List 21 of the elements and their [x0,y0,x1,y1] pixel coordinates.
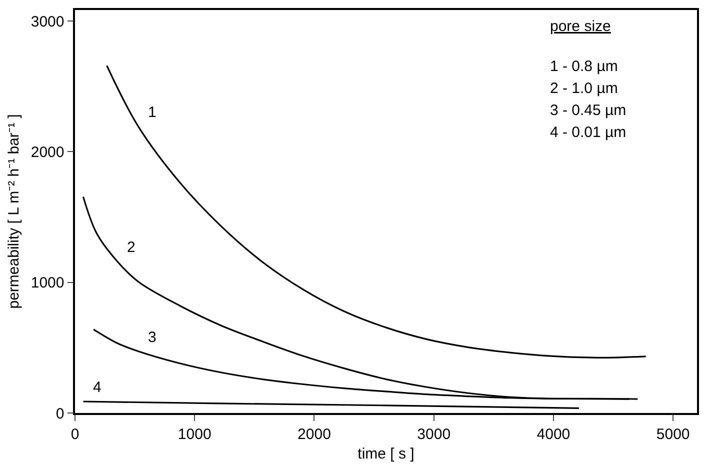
y-tick-label: 1000 [30,274,64,292]
y-tick-label: 0 [56,405,64,422]
annotation: 3 - 0.45 µm [550,102,626,119]
x-tick-label: 2000 [298,426,331,443]
series-label: 3 [148,329,156,346]
y-tick-label: 2000 [30,144,64,161]
annotation: 1 - 0.8 µm [550,58,618,75]
x-tick-label: 1000 [178,426,212,443]
x-tick-label: 4000 [536,426,570,443]
x-axis-title: time [ s ] [358,445,414,462]
x-tick-label: 3000 [417,426,451,443]
x-tick-label: 0 [70,426,80,443]
annotation: 2 - 1.0 µm [550,80,618,97]
y-tick-label: 3000 [30,13,64,30]
annotation: pore size [550,18,611,35]
annotation: 4 - 0.01 µm [550,124,626,141]
series-label: 2 [127,239,136,256]
series-label: 1 [148,104,156,121]
series-label: 4 [93,379,102,396]
x-tick-label: 5000 [656,426,690,443]
y-axis-title: permeability [ L m⁻² h⁻¹ bar⁻¹ ] [6,114,23,309]
